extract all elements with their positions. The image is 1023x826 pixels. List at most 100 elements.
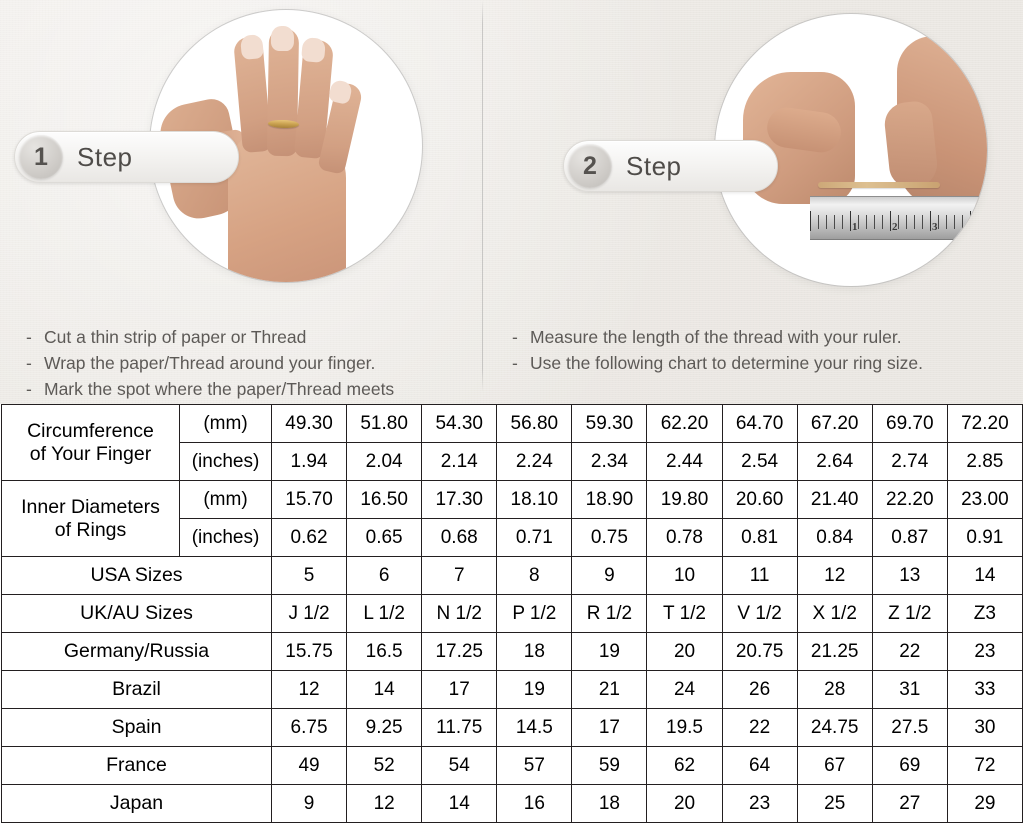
data-cell: 16.50 <box>346 480 423 519</box>
data-cell: 12 <box>796 556 873 595</box>
data-cell: X 1/2 <box>796 594 873 633</box>
data-cell: L 1/2 <box>346 594 423 633</box>
data-cell: 11.75 <box>421 708 498 747</box>
step-1-number: 1 <box>19 135 63 179</box>
data-cell: 64.70 <box>721 404 798 443</box>
table-row: UK/AU Sizes J 1/2 L 1/2 N 1/2 P 1/2 R 1/2 T 1/… <box>1 594 1023 633</box>
data-cell: 6.75 <box>270 708 348 747</box>
data-cell: 15.70 <box>270 480 348 519</box>
table-row: Inner Diameters of Rings (mm) 15.70 16.50 17.… <box>1 480 1023 557</box>
instruction-line: - Wrap the paper/Thread around your finge… <box>26 350 466 376</box>
unit-cell: (mm) <box>179 404 272 443</box>
instruction-text: Measure the length of the thread with yo… <box>530 327 902 347</box>
instruction-line: - Mark the spot where the paper/Thread me… <box>26 376 466 402</box>
fingernail <box>270 25 295 52</box>
data-cell: R 1/2 <box>571 594 648 633</box>
unit-cell: (inches) <box>179 518 272 557</box>
bullet-dash: - <box>512 353 518 373</box>
row-group-label-line2: of Rings <box>54 518 127 541</box>
data-cell: 9 <box>270 784 348 823</box>
data-cell: 2.04 <box>346 442 423 481</box>
data-cell: 17 <box>421 670 498 709</box>
data-cell: 33 <box>946 670 1023 709</box>
data-cell: 11 <box>721 556 798 595</box>
table-row: Brazil 12 14 17 19 21 24 26 28 31 33 <box>1 670 1023 709</box>
data-cell: T 1/2 <box>646 594 723 633</box>
data-cell: 49 <box>270 746 348 785</box>
fingernail <box>239 34 265 60</box>
data-cell: 24.75 <box>796 708 873 747</box>
data-cell: 21.25 <box>796 632 873 671</box>
data-cell: 62.20 <box>646 404 723 443</box>
data-cell: 20.60 <box>721 480 798 519</box>
data-cell: 14.5 <box>496 708 573 747</box>
thread-and-ruler-photo: 1 2 3 <box>715 14 987 286</box>
data-cell: 21.40 <box>796 480 873 519</box>
data-cell: 0.71 <box>496 518 573 557</box>
data-cell: 26 <box>721 670 798 709</box>
data-cell: 20.75 <box>721 632 798 671</box>
data-cell: 9.25 <box>346 708 423 747</box>
data-cell: 5 <box>270 556 348 595</box>
instruction-text: Cut a thin strip of paper or Thread <box>44 327 307 347</box>
data-cell: 20 <box>646 632 723 671</box>
data-cell: 64 <box>721 746 798 785</box>
data-cell: 14 <box>346 670 423 709</box>
data-cell: 0.62 <box>270 518 348 557</box>
data-cell: 0.84 <box>796 518 873 557</box>
data-cell: 72 <box>946 746 1023 785</box>
data-cell: 51.80 <box>346 404 423 443</box>
data-cell: 59.30 <box>571 404 648 443</box>
data-cell: 21 <box>571 670 648 709</box>
step-1-instructions: - Cut a thin strip of paper or Thread - Wr… <box>26 324 466 402</box>
step-2-label: Step <box>626 150 682 181</box>
data-cell: 1.94 <box>270 442 348 481</box>
bullet-dash: - <box>26 327 32 347</box>
data-cell: 6 <box>346 556 423 595</box>
data-cell: 31 <box>871 670 948 709</box>
data-cell: 12 <box>270 670 348 709</box>
data-cell: 20 <box>646 784 723 823</box>
instruction-line: - Cut a thin strip of paper or Thread <box>26 324 466 350</box>
data-cell: 2.24 <box>496 442 573 481</box>
data-cell: 27.5 <box>871 708 948 747</box>
data-cell: 2.14 <box>421 442 498 481</box>
data-cell: 54.30 <box>421 404 498 443</box>
right-hand-fingers <box>882 99 940 191</box>
ruler-major-ticks <box>810 211 987 231</box>
step-1-label: Step <box>77 141 133 172</box>
data-cell: 62 <box>646 746 723 785</box>
data-cell: 16.5 <box>346 632 423 671</box>
data-cell: 17 <box>571 708 648 747</box>
data-cell: 0.68 <box>421 518 498 557</box>
data-cell: 29 <box>946 784 1023 823</box>
data-cell: 2.85 <box>946 442 1023 481</box>
data-cell: 12 <box>346 784 423 823</box>
data-cell: 22 <box>871 632 948 671</box>
data-cell: 19.5 <box>646 708 723 747</box>
data-cell: 10 <box>646 556 723 595</box>
data-cell: 18 <box>496 632 573 671</box>
row-label: France <box>1 746 272 785</box>
data-cell: 0.81 <box>721 518 798 557</box>
data-cell: 14 <box>946 556 1023 595</box>
data-cell: 25 <box>796 784 873 823</box>
data-cell: 7 <box>421 556 498 595</box>
table-body: Circumference of Your Finger (mm) 49.30 51.8… <box>1 404 1023 823</box>
data-cell: 0.87 <box>871 518 948 557</box>
step-1-badge: 1 Step <box>14 131 239 183</box>
table-row: France 49 52 54 57 59 62 64 67 69 72 <box>1 746 1023 785</box>
unit-cell: (inches) <box>179 442 272 481</box>
instruction-text: Mark the spot where the paper/Thread mee… <box>44 379 395 399</box>
data-cell: Z3 <box>946 594 1023 633</box>
table-row: Circumference of Your Finger (mm) 49.30 51.8… <box>1 404 1023 481</box>
data-cell: 67 <box>796 746 873 785</box>
data-cell: 18.90 <box>571 480 648 519</box>
data-cell: 72.20 <box>946 404 1023 443</box>
data-cell: 2.34 <box>571 442 648 481</box>
data-cell: 54 <box>421 746 498 785</box>
data-cell: 17.30 <box>421 480 498 519</box>
data-cell: 16 <box>496 784 573 823</box>
data-cell: 23 <box>946 632 1023 671</box>
